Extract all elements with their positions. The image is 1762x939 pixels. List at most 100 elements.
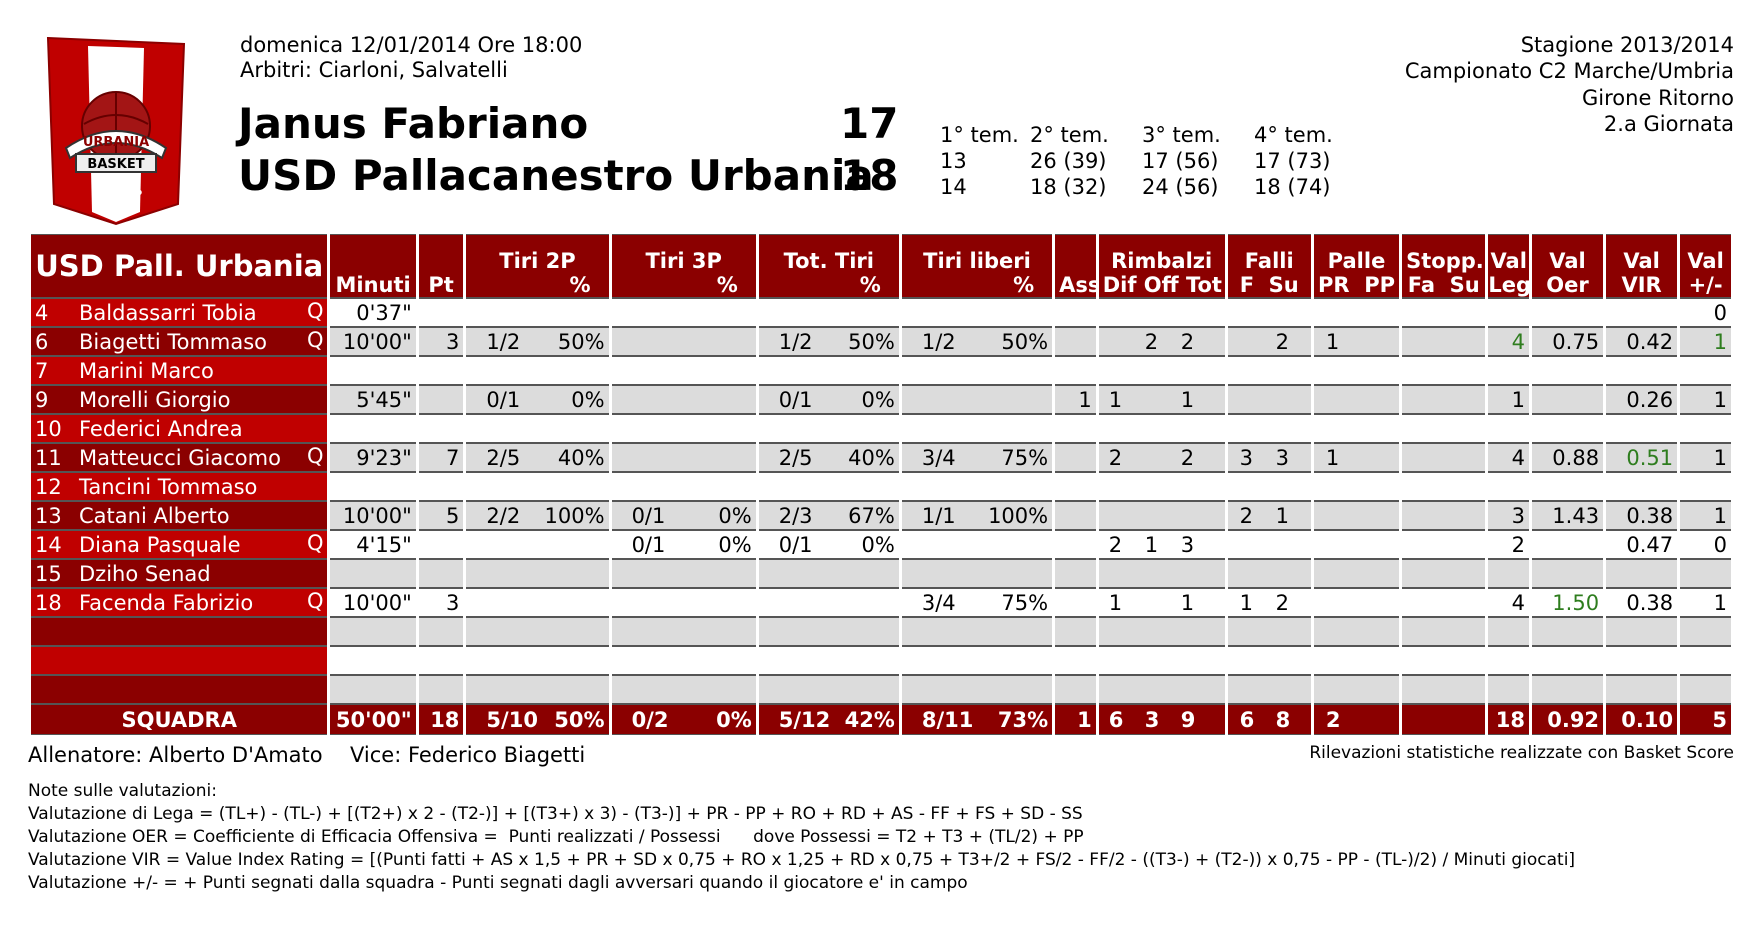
total-shots-cell <box>758 414 899 443</box>
val-vir-cell <box>1606 675 1678 704</box>
val-pm-cell: 1 <box>1680 501 1731 530</box>
total-shots-cell: 0/1 0% <box>758 385 899 414</box>
val-pm-cell <box>1680 472 1731 501</box>
totals-free-throws-cell: 8/11 73% <box>901 704 1053 735</box>
minutes-cell <box>330 414 416 443</box>
two-pt-cell <box>466 414 609 443</box>
val-vir-cell <box>1606 472 1678 501</box>
table-row: 11 Matteucci Giacomo Q 9'23" 7 2/5 40% 2/5 40% 3/… <box>31 443 1731 472</box>
minutes-cell: 10'00" <box>330 501 416 530</box>
two-pt-cell: 2/5 40% <box>466 443 609 472</box>
two-pt-cell <box>466 356 609 385</box>
val-vir-cell <box>1606 356 1678 385</box>
free-throws-cell <box>901 472 1053 501</box>
balls-cell <box>1313 530 1400 559</box>
player-name-cell: 10 Federici Andrea <box>31 414 328 443</box>
val-oer-cell <box>1532 414 1604 443</box>
fouls-cell <box>1227 385 1311 414</box>
free-throws-cell <box>901 617 1053 646</box>
team-title: USD Pall. Urbania <box>31 234 328 298</box>
total-shots-cell <box>758 356 899 385</box>
free-throws-cell: 3/4 75% <box>901 443 1053 472</box>
two-pt-cell: 1/2 50% <box>466 327 609 356</box>
balls-cell <box>1313 298 1400 327</box>
totals-blocks-cell <box>1402 704 1486 735</box>
table-row: 7 Marini Marco <box>31 356 1731 385</box>
free-throws-cell <box>901 298 1053 327</box>
player-name-cell: 7 Marini Marco <box>31 356 328 385</box>
fouls-cell <box>1227 530 1311 559</box>
team-logo: URBANIA BASKET 50° <box>44 36 194 226</box>
val-pm-cell <box>1680 414 1731 443</box>
minutes-cell: 10'00" <box>330 327 416 356</box>
val-pm-cell: 1 <box>1680 327 1731 356</box>
season: Stagione 2013/2014 <box>1520 33 1734 57</box>
balls-cell <box>1313 501 1400 530</box>
blocks-cell <box>1402 501 1486 530</box>
points-cell: 3 <box>418 327 464 356</box>
minutes-cell <box>330 559 416 588</box>
player-name-cell <box>31 617 328 646</box>
points-cell <box>418 356 464 385</box>
minutes-cell: 9'23" <box>330 443 416 472</box>
minutes-cell: 4'15" <box>330 530 416 559</box>
val-pm-cell <box>1680 617 1731 646</box>
two-pt-cell <box>466 646 609 675</box>
fouls-cell <box>1227 298 1311 327</box>
val-oer-cell: 0.88 <box>1532 443 1604 472</box>
points-cell <box>418 559 464 588</box>
rebounds-cell <box>1098 646 1225 675</box>
totals-label-cell: SQUADRA <box>31 704 328 735</box>
val-pm-cell: 1 <box>1680 443 1731 472</box>
val-pm-cell <box>1680 356 1731 385</box>
matchday: 2.a Giornata <box>1603 112 1734 136</box>
val-leg-cell <box>1488 298 1529 327</box>
val-vir-cell <box>1606 559 1678 588</box>
two-pt-cell <box>466 675 609 704</box>
col-ass: Ass <box>1055 234 1096 298</box>
note-lega: Valutazione di Lega = (TL+) - (TL-) + [(… <box>28 804 1083 824</box>
col-val-plusminus: Val +/- <box>1680 234 1731 298</box>
fouls-cell: 2 <box>1227 327 1311 356</box>
away-q4: 18 (74) <box>1254 175 1331 199</box>
val-pm-cell: 1 <box>1680 385 1731 414</box>
points-cell <box>418 472 464 501</box>
val-vir-cell: 0.51 <box>1606 443 1678 472</box>
player-name-cell: 14 Diana Pasquale Q <box>31 530 328 559</box>
assists-cell <box>1055 472 1096 501</box>
three-pt-cell <box>611 356 756 385</box>
balls-cell <box>1313 588 1400 617</box>
points-cell: 3 <box>418 588 464 617</box>
coach: Allenatore: Alberto D'Amato <box>28 743 323 767</box>
val-oer-cell <box>1532 298 1604 327</box>
three-pt-cell <box>611 675 756 704</box>
balls-cell <box>1313 472 1400 501</box>
total-shots-cell: 2/3 67% <box>758 501 899 530</box>
points-cell <box>418 530 464 559</box>
total-shots-cell <box>758 646 899 675</box>
table-row: 18 Facenda Fabrizio Q 10'00" 3 3/4 75% 1 1 1 2 4 1.5… <box>31 588 1731 617</box>
val-oer-cell <box>1532 472 1604 501</box>
rebounds-cell <box>1098 559 1225 588</box>
rebounds-cell <box>1098 356 1225 385</box>
val-pm-cell: 0 <box>1680 298 1731 327</box>
away-q1: 14 <box>940 175 967 199</box>
val-oer-cell: 1.50 <box>1532 588 1604 617</box>
balls-cell: 1 <box>1313 327 1400 356</box>
rebounds-cell <box>1098 298 1225 327</box>
val-vir-cell: 0.38 <box>1606 588 1678 617</box>
points-cell <box>418 385 464 414</box>
three-pt-cell <box>611 414 756 443</box>
blocks-cell <box>1402 530 1486 559</box>
val-vir-cell: 0.26 <box>1606 385 1678 414</box>
val-leg-cell <box>1488 646 1529 675</box>
col-stoppate: Stopp. Fa Su <box>1402 234 1486 298</box>
points-cell <box>418 414 464 443</box>
